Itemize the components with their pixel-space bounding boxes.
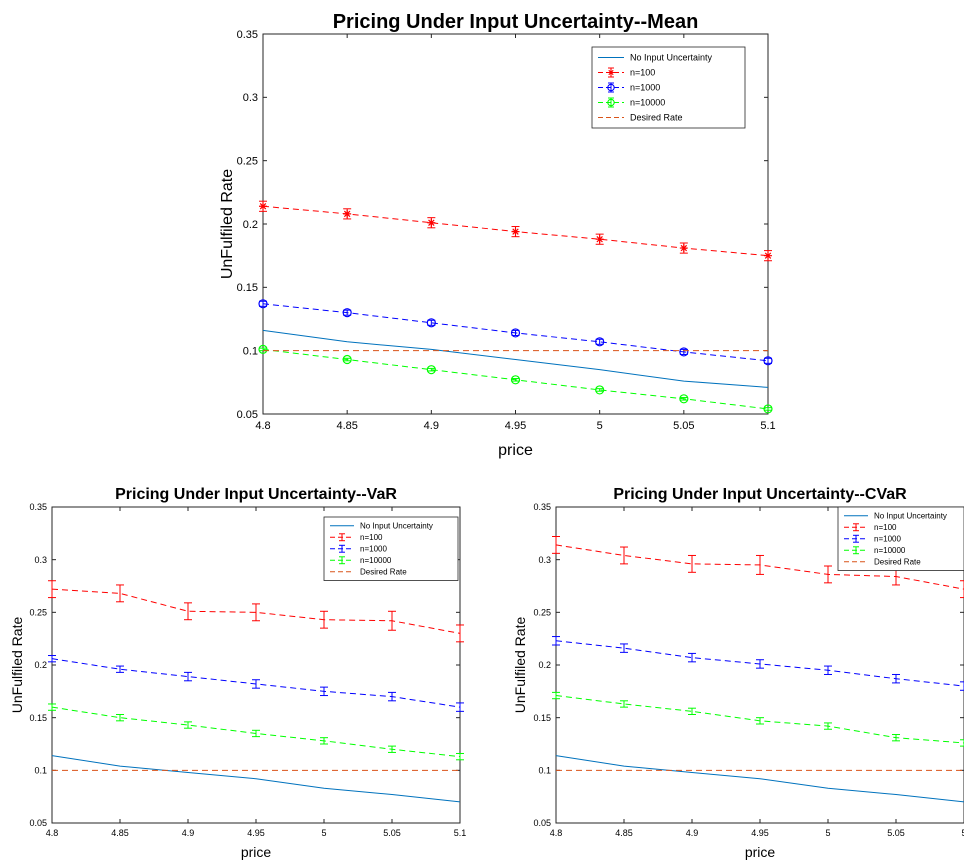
y-axis-label: UnFulfiled Rate [512, 617, 528, 714]
x-tick-label: 5.05 [383, 828, 401, 838]
data-point [426, 365, 436, 375]
y-tick-label: 0.05 [237, 409, 258, 421]
x-tick-label: 5.1 [454, 828, 467, 838]
x-tick-label: 4.85 [111, 828, 129, 838]
data-point [763, 404, 773, 414]
x-tick-label: 5 [321, 828, 326, 838]
x-tick-label: 5.05 [887, 828, 905, 838]
x-axis-label: price [745, 844, 776, 860]
y-tick-label: 0.25 [533, 607, 551, 617]
data-point [511, 227, 520, 236]
legend-label: No Input Uncertainty [630, 53, 713, 63]
series-line [555, 755, 964, 803]
chart-mean: Pricing Under Input Uncertainty--Mean 4.8… [219, 11, 776, 459]
y-tick-label: 0.2 [243, 219, 258, 231]
legend-label: n=1000 [630, 83, 660, 93]
legend-label: n=10000 [360, 556, 392, 565]
data-point [679, 394, 689, 404]
legend-marker [607, 69, 615, 76]
x-tick-label: 5.1 [760, 420, 775, 432]
y-tick-label: 0.1 [34, 765, 47, 775]
data-point [595, 337, 605, 347]
data-point [258, 299, 268, 309]
y-tick-label: 0.2 [34, 660, 47, 670]
y-tick-label: 0.1 [538, 765, 551, 775]
x-tick-label: 4.9 [686, 828, 699, 838]
y-tick-label: 0.25 [29, 607, 47, 617]
x-tick-label: 4.8 [46, 828, 59, 838]
y-tick-label: 0.35 [29, 502, 47, 512]
chart-var: Pricing Under Input Uncertainty--VaR 4.8 4… [9, 486, 466, 860]
x-tick-label: 4.9 [182, 828, 195, 838]
legend-label: No Input Uncertainty [874, 512, 947, 521]
data-point [763, 356, 773, 366]
x-axis-label: price [241, 844, 272, 860]
y-tick-label: 0.3 [243, 92, 258, 104]
x-tick-label: 4.9 [424, 420, 439, 432]
data-point [510, 328, 521, 338]
y-tick-label: 0.3 [34, 555, 47, 565]
data-point [342, 308, 352, 318]
legend-label: No Input Uncertainty [360, 522, 433, 531]
x-tick-label: 4.95 [505, 420, 526, 432]
legend-label: n=1000 [360, 545, 387, 554]
x-tick-label: 4.85 [336, 420, 357, 432]
y-tick-label: 0.3 [538, 555, 551, 565]
data-point [427, 218, 436, 227]
legend-label: Desired Rate [874, 558, 921, 567]
y-tick-label: 0.05 [533, 818, 551, 828]
x-tick-label: 5 [825, 828, 830, 838]
data-point [595, 385, 605, 395]
data-point [258, 344, 268, 354]
y-tick-label: 0.2 [538, 660, 551, 670]
x-tick-label: 5 [961, 828, 964, 838]
y-tick-label: 0.35 [237, 29, 258, 41]
series-line [262, 329, 769, 388]
y-tick-label: 0.1 [243, 346, 258, 358]
data-point [679, 244, 688, 253]
y-tick-label: 0.35 [533, 502, 551, 512]
data-point [764, 251, 772, 260]
data-point [343, 209, 352, 218]
chart-title: Pricing Under Input Uncertainty--Mean [333, 11, 699, 33]
y-tick-label: 0.15 [533, 713, 551, 723]
data-point [426, 318, 436, 328]
data-point [342, 354, 352, 365]
chart-title: Pricing Under Input Uncertainty--VaR [115, 486, 397, 503]
x-tick-label: 4.95 [247, 828, 265, 838]
x-tick-label: 4.8 [550, 828, 563, 838]
data-point [259, 202, 267, 211]
legend-label: Desired Rate [630, 113, 683, 123]
y-tick-label: 0.15 [237, 282, 258, 294]
legend-label: Desired Rate [360, 568, 407, 577]
x-tick-label: 4.8 [255, 420, 270, 432]
data-point [679, 347, 689, 357]
chart-title: Pricing Under Input Uncertainty--CVaR [613, 486, 907, 503]
y-axis-label: UnFulfiled Rate [9, 617, 25, 714]
series-line [51, 755, 461, 803]
y-tick-label: 0.05 [29, 818, 47, 828]
x-axis-label: price [498, 442, 533, 459]
y-tick-label: 0.15 [29, 713, 47, 723]
x-tick-label: 4.95 [751, 828, 769, 838]
legend-label: n=1000 [874, 535, 901, 544]
y-axis-label: UnFulfiled Rate [219, 169, 236, 279]
y-tick-label: 0.25 [237, 156, 258, 168]
x-tick-label: 5.05 [673, 420, 694, 432]
legend-label: n=10000 [630, 98, 665, 108]
legend-box [837, 506, 964, 571]
legend-label: n=100 [630, 68, 655, 78]
legend-marker [607, 98, 615, 107]
data-point [595, 235, 604, 244]
x-tick-label: 4.85 [615, 828, 633, 838]
data-point [510, 375, 521, 385]
legend-label: n=100 [360, 533, 383, 542]
legend-label: n=10000 [874, 546, 906, 555]
legend-label: n=100 [874, 523, 897, 532]
legend-marker [607, 83, 615, 92]
x-tick-label: 5 [597, 420, 603, 432]
chart-cvar: Pricing Under Input Uncertainty--CVaR 4.8… [512, 486, 964, 860]
